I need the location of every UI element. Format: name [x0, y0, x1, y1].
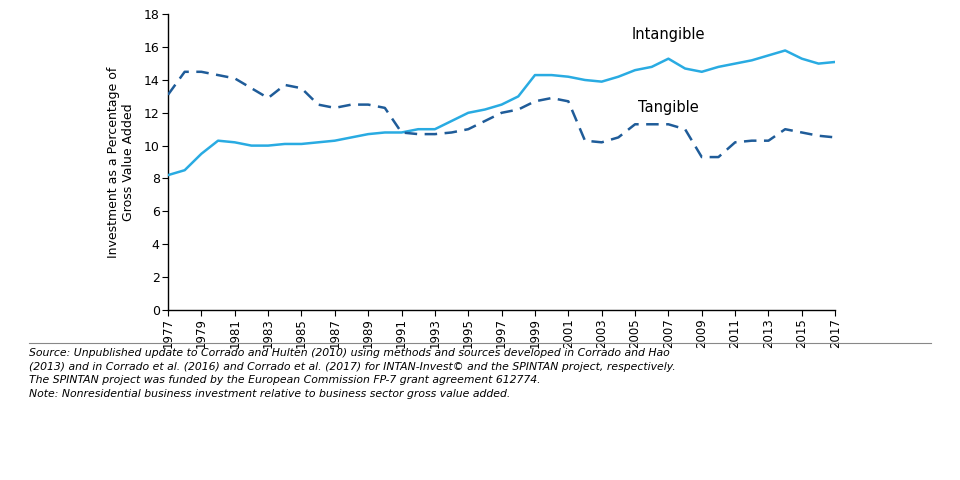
Text: Intangible: Intangible — [632, 26, 706, 42]
Text: Tangible: Tangible — [638, 100, 699, 115]
Text: Source: Unpublished update to Corrado and Hulten (2010) using methods and source: Source: Unpublished update to Corrado an… — [29, 348, 676, 399]
Y-axis label: Investment as a Percentage of
Gross Value Added: Investment as a Percentage of Gross Valu… — [108, 66, 135, 258]
